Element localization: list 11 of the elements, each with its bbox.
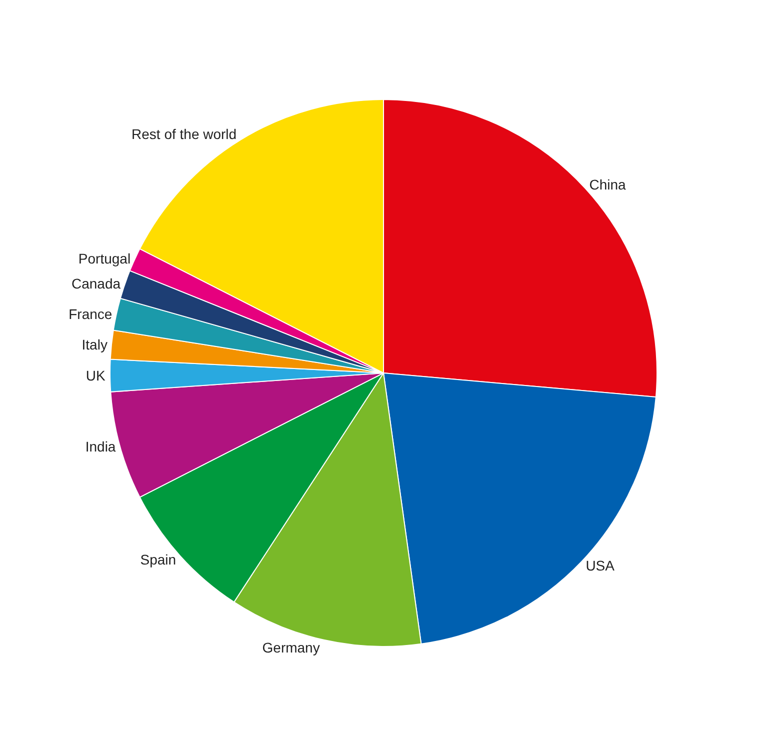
slice-label: UK xyxy=(86,368,106,384)
slice-label: Canada xyxy=(71,276,121,292)
slice-label: Portugal xyxy=(78,250,131,266)
slice-label: China xyxy=(589,176,626,193)
slice-label: USA xyxy=(586,557,616,574)
slice-label: Rest of the world xyxy=(132,126,237,142)
slice-label: Germany xyxy=(262,640,320,656)
slice-label: India xyxy=(85,438,116,455)
slice-label: France xyxy=(68,306,112,322)
slice-label: Italy xyxy=(82,336,108,353)
slice-label: Spain xyxy=(140,551,176,568)
